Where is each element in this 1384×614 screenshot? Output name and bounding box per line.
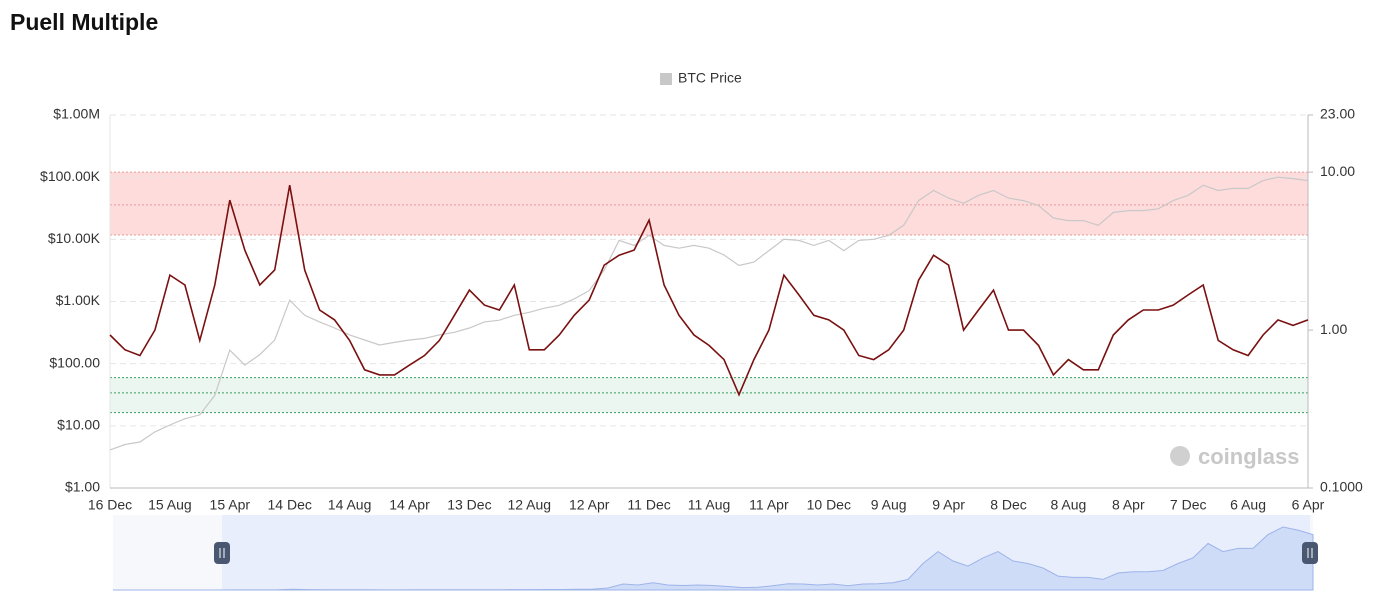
series-line xyxy=(109,176,1309,451)
x-tick-label: 9 Apr xyxy=(932,497,965,513)
navigator-area xyxy=(113,526,1314,591)
band xyxy=(110,377,1308,413)
y2-tick-label: 23.00 xyxy=(1320,106,1355,122)
watermark: coinglass xyxy=(1198,444,1299,469)
y-tick-label: $10.00K xyxy=(48,230,101,246)
x-tick-label: 12 Apr xyxy=(569,497,610,513)
x-tick-label: 14 Dec xyxy=(268,497,312,513)
x-tick-label: 14 Aug xyxy=(328,497,372,513)
y-tick-label: $1.00M xyxy=(53,106,100,122)
x-tick-label: 13 Dec xyxy=(447,497,491,513)
navigator-handle[interactable] xyxy=(214,542,230,564)
y-tick-label: $100.00 xyxy=(49,354,100,370)
x-tick-label: 15 Aug xyxy=(148,497,192,513)
x-tick-label: 14 Apr xyxy=(389,497,430,513)
x-tick-label: 15 Apr xyxy=(210,497,251,513)
y-tick-label: $1.00K xyxy=(56,292,101,308)
x-tick-label: 11 Apr xyxy=(749,497,789,513)
y-tick-label: $1.00 xyxy=(65,479,100,495)
x-tick-label: 7 Dec xyxy=(1170,497,1207,513)
y2-tick-label: 0.1000 xyxy=(1320,479,1363,495)
x-tick-label: 8 Apr xyxy=(1112,497,1145,513)
watermark-icon xyxy=(1170,446,1190,466)
legend-label: BTC Price xyxy=(678,70,742,86)
y-tick-label: $100.00K xyxy=(40,168,101,184)
x-tick-label: 12 Aug xyxy=(507,497,551,513)
x-tick-label: 9 Aug xyxy=(871,497,907,513)
x-tick-label: 8 Aug xyxy=(1050,497,1086,513)
legend-swatch xyxy=(660,73,672,85)
series-line xyxy=(109,185,1309,397)
x-tick-label: 11 Dec xyxy=(627,497,670,513)
y2-tick-label: 10.00 xyxy=(1320,163,1355,179)
x-tick-label: 11 Aug xyxy=(688,497,731,513)
chart-title: Puell Multiple xyxy=(10,9,158,35)
x-tick-label: 6 Aug xyxy=(1230,497,1266,513)
band xyxy=(110,172,1308,235)
navigator-handle[interactable] xyxy=(1302,542,1318,564)
x-tick-label: 6 Apr xyxy=(1292,497,1325,513)
x-tick-label: 8 Dec xyxy=(990,497,1027,513)
x-tick-label: 16 Dec xyxy=(88,497,132,513)
x-tick-label: 10 Dec xyxy=(807,497,851,513)
y2-tick-label: 1.00 xyxy=(1320,321,1347,337)
y-tick-label: $10.00 xyxy=(57,417,100,433)
